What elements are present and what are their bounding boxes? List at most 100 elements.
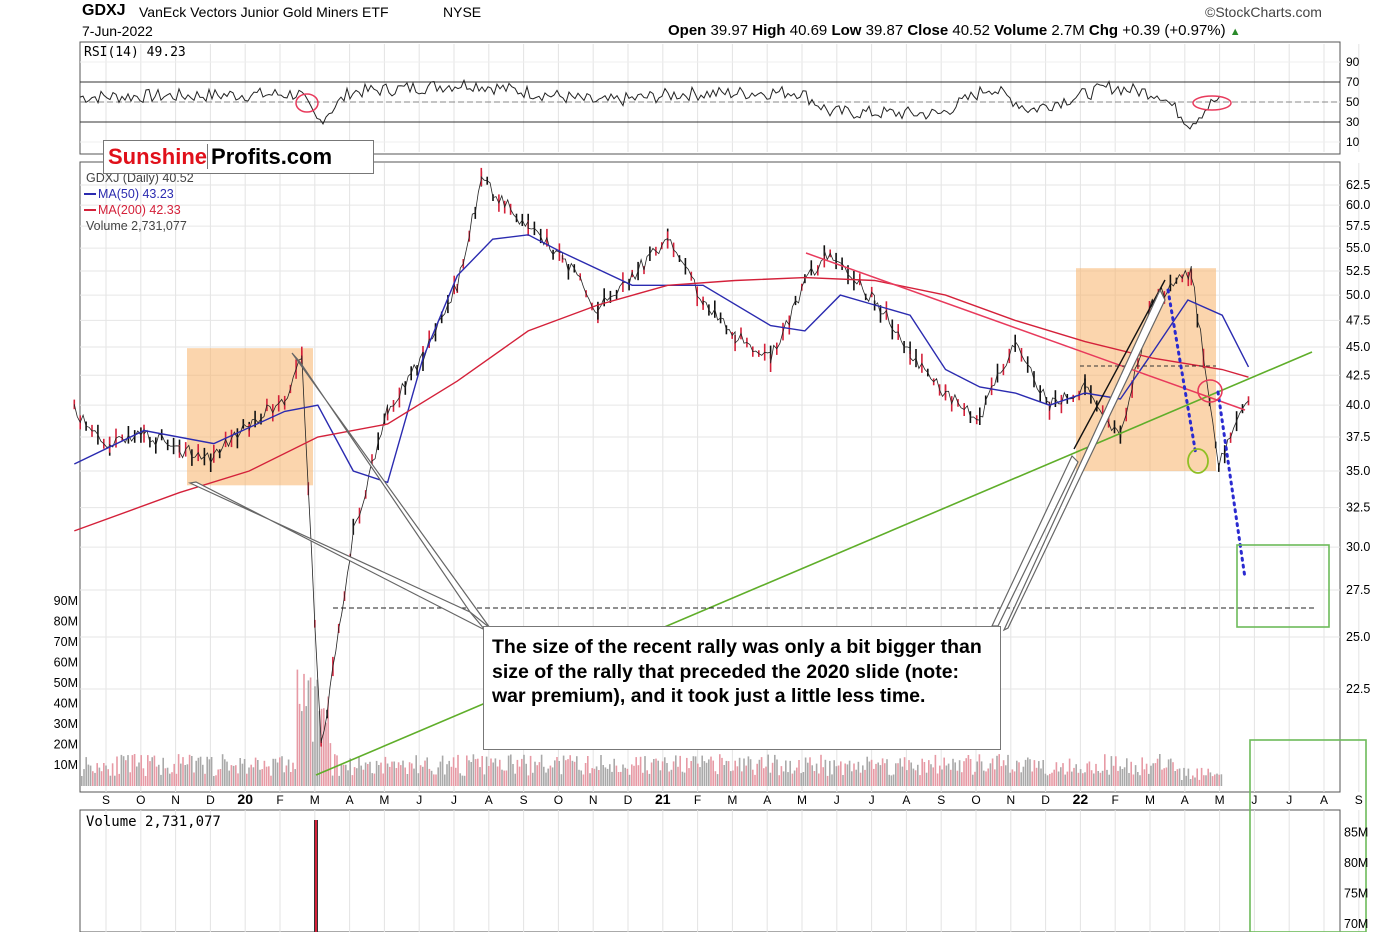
volume-bar — [274, 758, 277, 786]
volume-bar — [347, 770, 349, 786]
volume-bar — [694, 756, 697, 786]
rally-line — [1073, 279, 1166, 450]
volume-bar — [1216, 773, 1218, 786]
volume-bar — [466, 755, 468, 786]
volume-bar — [422, 766, 424, 786]
volume-bar — [1189, 779, 1192, 786]
volume-bar — [686, 757, 688, 786]
volume-bar — [283, 772, 285, 786]
rsi-y-tick: 10 — [1346, 135, 1360, 149]
volume-bar — [974, 771, 976, 786]
volume-bar — [738, 757, 741, 786]
volume-bar — [593, 768, 596, 786]
x-tick-label: F — [1112, 793, 1119, 807]
volume-bar — [763, 768, 765, 786]
x-tick-label: A — [346, 793, 354, 807]
volume-bar — [488, 766, 490, 786]
volume-bar — [162, 757, 164, 786]
volume-bar — [536, 765, 538, 786]
volume-bar — [941, 769, 943, 786]
volume-bar — [1185, 775, 1187, 786]
volume-bar — [173, 763, 175, 786]
volume-bar — [655, 758, 657, 786]
volume-bar — [642, 772, 644, 786]
volume-bar — [169, 773, 171, 786]
volume-bar — [571, 760, 574, 786]
volume-bar — [664, 757, 666, 786]
volume-bar — [1090, 770, 1093, 786]
volume-bar — [589, 773, 591, 786]
volume-bar — [140, 755, 142, 786]
volume-bar — [116, 756, 118, 786]
volume-bar — [708, 759, 710, 786]
volume2-y-tick: 70M — [1344, 917, 1368, 931]
volume-bar — [780, 766, 783, 786]
volume-bar — [367, 764, 369, 786]
volume-bar — [631, 764, 633, 786]
volume-bar — [292, 762, 294, 786]
x-tick-label: M — [1215, 793, 1225, 807]
volume-bar — [1187, 768, 1190, 786]
volume-bar — [798, 760, 800, 786]
volume-bar — [714, 771, 717, 786]
volume-bar — [879, 765, 882, 786]
rsi-y-tick: 70 — [1346, 75, 1360, 89]
volume-bar — [683, 772, 686, 786]
volume-bar — [320, 708, 323, 786]
volume-bar — [787, 772, 789, 786]
volume-bar — [503, 770, 505, 786]
volume-bar — [1097, 771, 1099, 786]
price-y-tick: 30.0 — [1346, 540, 1370, 554]
volume-bar — [958, 760, 961, 786]
volume-bar — [263, 760, 266, 786]
volume-bar — [661, 761, 664, 786]
x-tick-label: J — [869, 793, 875, 807]
volume-bar — [947, 763, 950, 786]
source-credit: ©StockCharts.com — [1205, 4, 1322, 20]
volume-bar — [837, 765, 840, 786]
volume-bar — [103, 763, 105, 786]
red-resistance-line — [805, 252, 1246, 411]
volume-bar — [851, 771, 853, 786]
x-tick-label: F — [276, 793, 283, 807]
volume-bar — [736, 766, 739, 786]
low-value: 39.87 — [865, 22, 904, 39]
volume-bar — [334, 754, 336, 786]
volume-bar — [386, 763, 389, 786]
volume-bar — [1020, 772, 1022, 786]
volume-y-tick: 30M — [54, 717, 78, 731]
volume-bar — [576, 756, 578, 786]
fund-name: VanEck Vectors Junior Gold Miners ETF — [139, 4, 389, 20]
volume-bar — [972, 774, 974, 786]
volume-bar — [87, 764, 90, 786]
volume-bar — [1046, 775, 1049, 786]
volume-bar — [1051, 772, 1053, 786]
volume-bar — [325, 722, 327, 786]
volume-y-tick: 40M — [54, 697, 78, 711]
volume-bar — [976, 761, 978, 786]
ohlc-bar: Open 39.97 High 40.69 Low 39.87 Close 40… — [668, 22, 1241, 39]
volume-bar — [815, 763, 818, 786]
volume-bar — [653, 759, 655, 786]
volume-bar — [268, 766, 270, 786]
volume2-y-tick: 85M — [1344, 826, 1368, 840]
volume-bar — [820, 754, 822, 786]
volume-bar — [353, 767, 356, 786]
volume-bar — [248, 767, 250, 786]
volume-bar — [769, 772, 772, 786]
volume-bar — [415, 755, 417, 786]
volume-bar — [153, 755, 156, 786]
x-tick-label: J — [1251, 793, 1257, 807]
volume-bar — [710, 756, 712, 786]
volume-bar — [1132, 774, 1135, 786]
volume-bar — [351, 775, 354, 786]
volume-bar — [448, 760, 450, 786]
volume-bar — [668, 771, 670, 786]
volume-bar — [474, 759, 477, 786]
volume-bar — [765, 766, 767, 786]
volume-bar — [1077, 772, 1080, 786]
volume-bar — [826, 775, 829, 786]
logo-part-2: Profits.com — [207, 144, 333, 169]
volume-bar — [147, 755, 149, 786]
